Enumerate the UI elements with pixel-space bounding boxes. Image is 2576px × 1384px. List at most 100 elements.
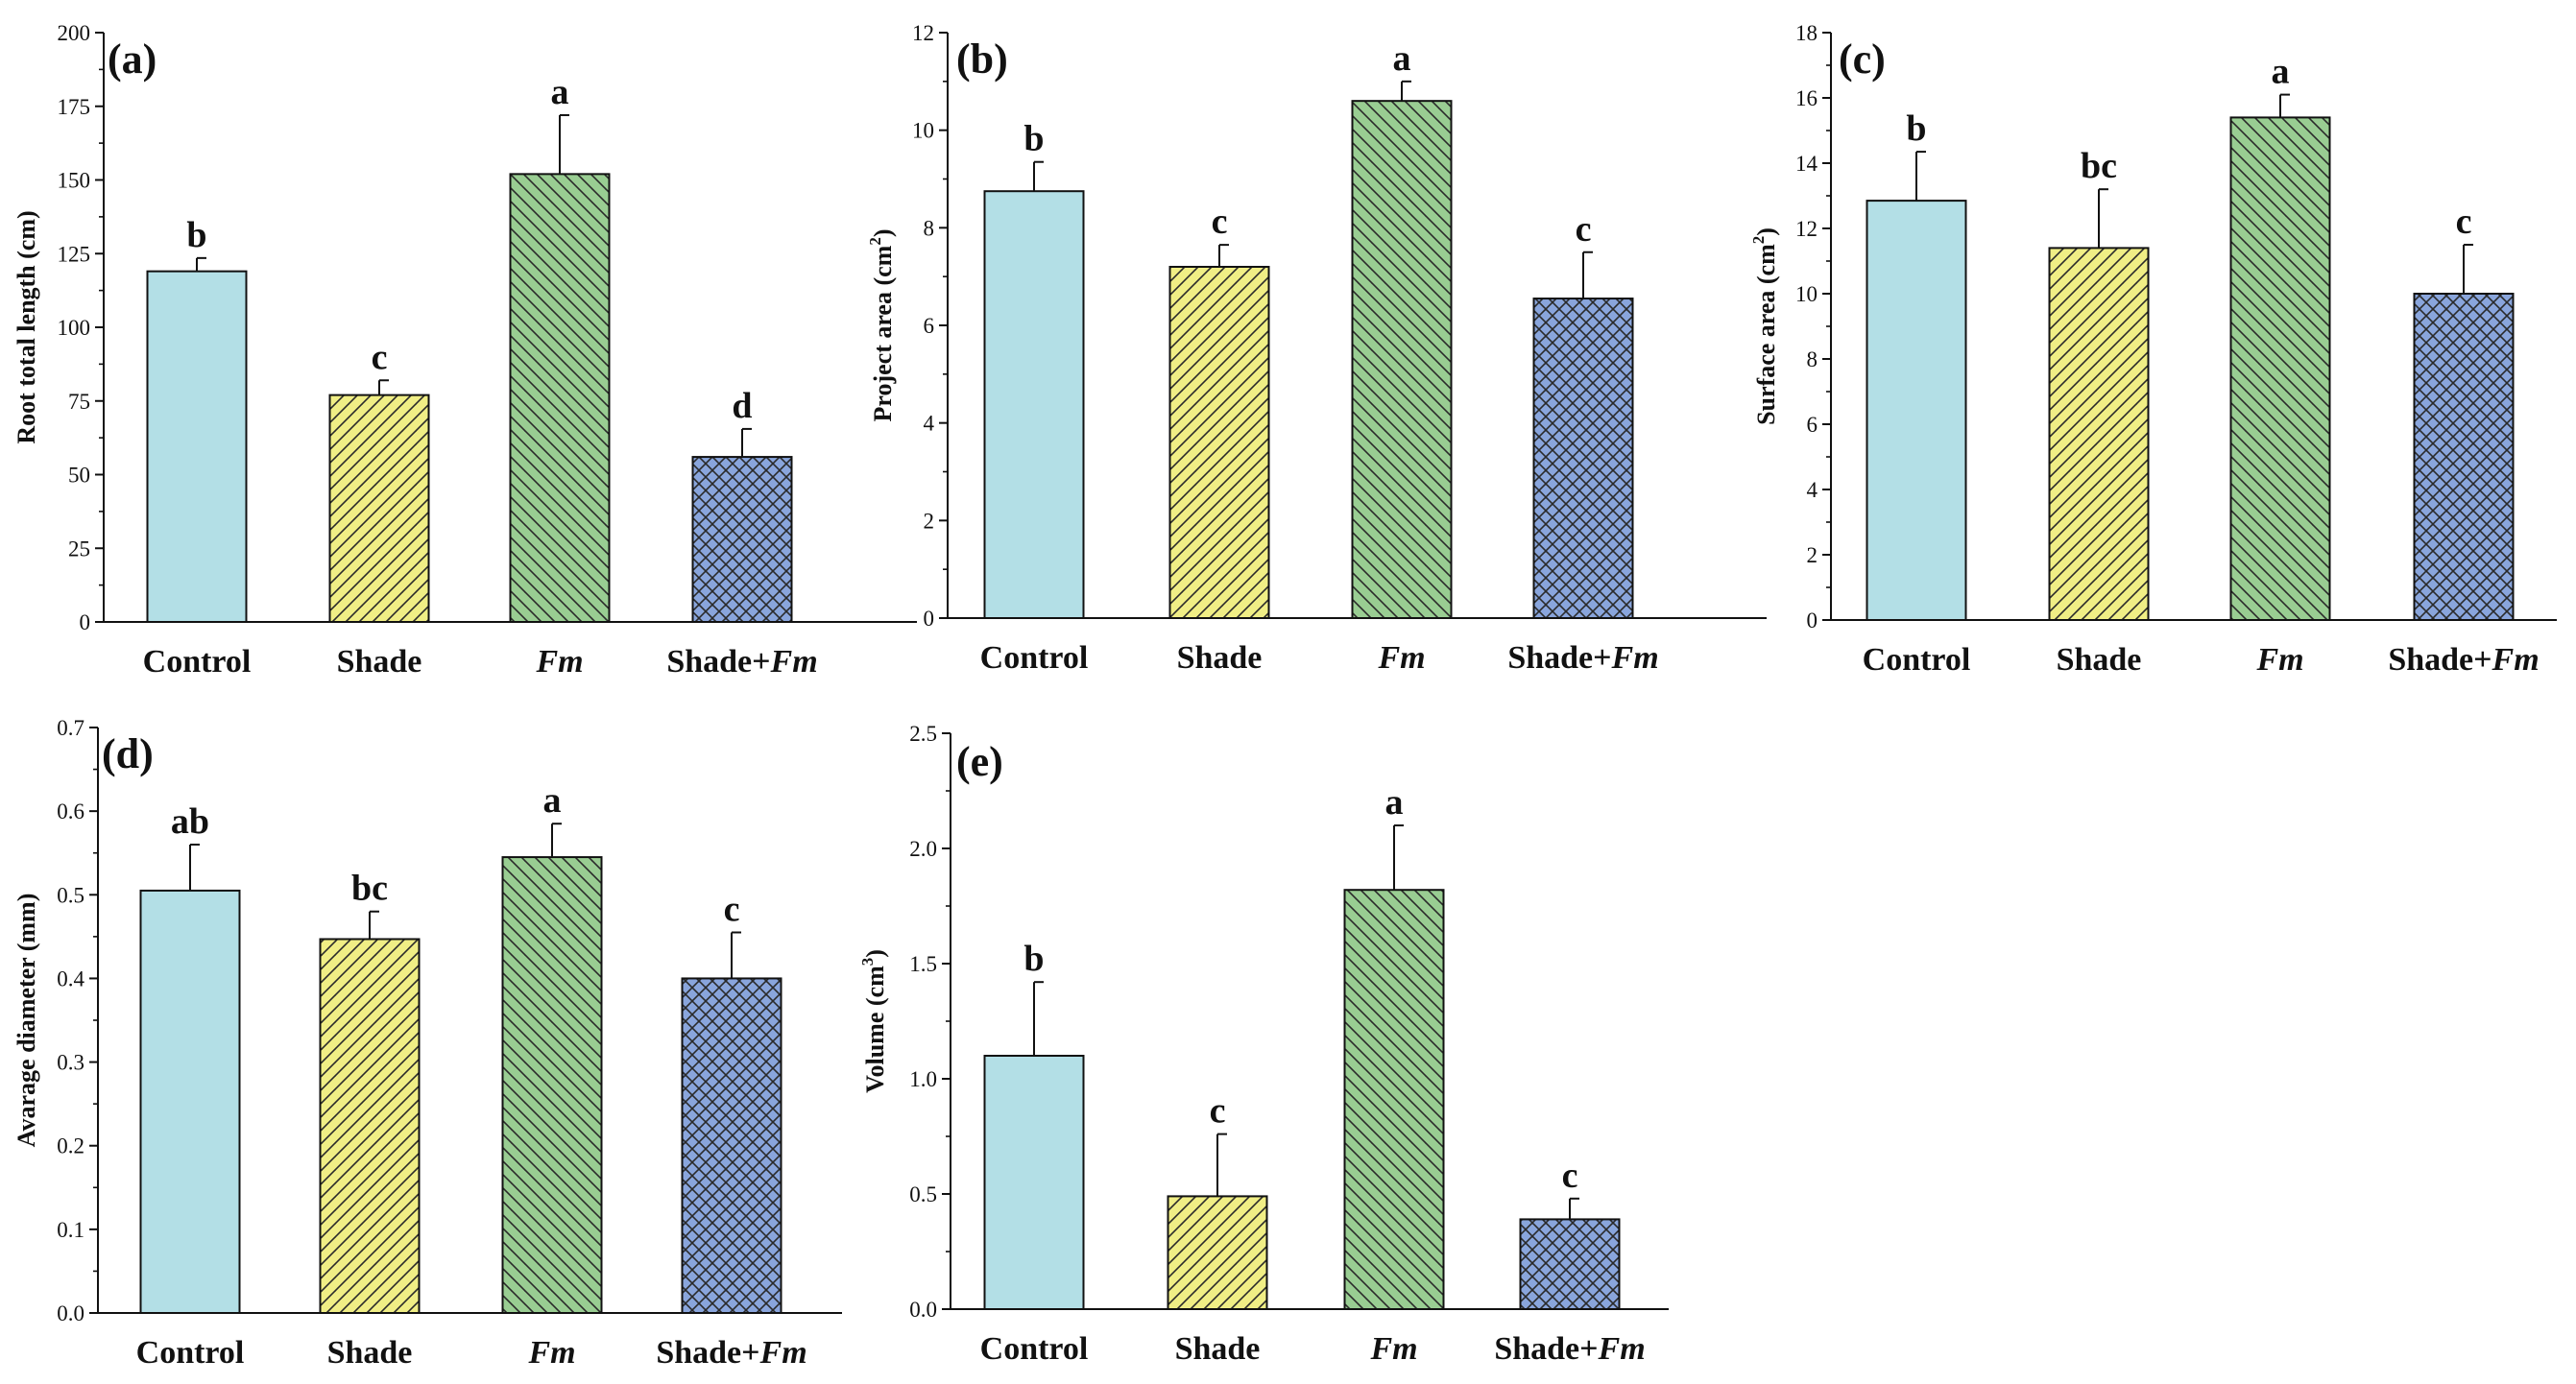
- significance-letter: a: [2272, 52, 2290, 92]
- y-tick-label: 0.7: [57, 716, 84, 740]
- x-tick-label-italic: Fm: [527, 1335, 575, 1371]
- y-tick-label: 1.0: [909, 1067, 937, 1091]
- x-tick-label-text: Shade+: [2388, 642, 2492, 678]
- x-tick-label: Fm: [527, 1335, 575, 1371]
- bar-shade-fm: [1519, 1218, 1621, 1311]
- y-tick-label: 6: [924, 314, 935, 338]
- significance-letter: b: [1023, 119, 1044, 159]
- y-tick-label: 18: [1795, 21, 1818, 45]
- y-axis-label-text: Project area (cm: [869, 245, 897, 421]
- significance-letter: a: [1385, 782, 1404, 823]
- y-tick-label: 0.5: [57, 883, 84, 907]
- y-tick-label: 0.4: [57, 966, 84, 990]
- y-axis-label-text: Volume (cm: [861, 966, 889, 1093]
- bar-shade: [2048, 247, 2150, 621]
- x-tick-label: Shade: [327, 1335, 413, 1371]
- x-tick-label: Control: [143, 644, 252, 680]
- x-tick-label: Control: [1863, 642, 1971, 678]
- x-tick-label-italic: Fm: [770, 644, 818, 680]
- significance-letter: b: [1906, 108, 1926, 149]
- significance-letter: bc: [351, 869, 388, 909]
- y-tick-label: 0: [1807, 608, 1818, 632]
- significance-letter: c: [1210, 1091, 1226, 1132]
- y-tick-label: 0.3: [57, 1051, 84, 1075]
- x-tick-label-italic: Fm: [535, 644, 583, 680]
- bar-fm: [501, 856, 603, 1314]
- bar-control: [983, 1055, 1085, 1310]
- y-tick-label: 8: [924, 216, 935, 240]
- panel-b: 024681012bControlcShadeaFmcShade+Fm(b)Pr…: [866, 21, 1767, 676]
- y-tick-label: 12: [912, 21, 934, 45]
- bar-control: [139, 889, 241, 1315]
- y-tick-label: 10: [1795, 282, 1818, 306]
- y-tick-label: 0.5: [909, 1182, 937, 1206]
- y-axis-label-superscript: 2: [866, 237, 884, 246]
- x-tick-label-italic: Fm: [2492, 642, 2540, 678]
- significance-letter: c: [1576, 209, 1592, 250]
- y-tick-label: 100: [58, 316, 91, 340]
- bar-shade-fm: [691, 456, 793, 623]
- y-axis-label-superscript: 2: [1749, 236, 1768, 245]
- bar-shade-fm: [1532, 298, 1634, 619]
- y-tick-label: 0.0: [909, 1298, 937, 1322]
- y-tick-label: 1.5: [909, 952, 937, 976]
- y-axis-label-text-end: ): [861, 949, 889, 958]
- y-tick-label: 8: [1807, 347, 1818, 371]
- y-tick-label: 2.0: [909, 837, 937, 861]
- x-tick-label: Control: [980, 640, 1089, 676]
- y-tick-label: 175: [58, 95, 91, 119]
- x-tick-label-italic: Fm: [1377, 640, 1425, 676]
- y-axis-label: Project area (cm2): [866, 229, 897, 422]
- x-tick-label: Fm: [535, 644, 583, 680]
- panel-a: 0 25 50 75 100 125 150 175 200 b Control c Shade a Fm d…: [12, 21, 917, 680]
- y-axis-label-text-end: ): [869, 229, 897, 238]
- significance-letter: c: [372, 337, 388, 377]
- bar-fm: [2229, 116, 2331, 621]
- x-tick-label-italic: Fm: [759, 1335, 807, 1371]
- y-tick-label: 0: [80, 610, 91, 634]
- significance-letter: d: [732, 386, 752, 426]
- significance-letter: a: [1393, 38, 1411, 79]
- bar-control: [1866, 200, 1967, 621]
- y-axis-label: Surface area (cm2): [1749, 227, 1780, 425]
- x-tick-label: Shade: [1177, 640, 1263, 676]
- y-tick-label: 0.1: [57, 1218, 84, 1242]
- bar-shade: [1167, 1195, 1268, 1311]
- panel-c: 0 2 4 6 8 10 12 14 16 18 b Control bc Shade a Fm c Shade+…: [1749, 21, 2557, 678]
- y-tick-label: 2: [924, 509, 935, 533]
- significance-letter: bc: [2081, 146, 2117, 186]
- x-tick-label: Shade: [1175, 1331, 1261, 1367]
- x-tick-label-italic: Fm: [1598, 1331, 1646, 1367]
- bar-shade: [319, 938, 421, 1314]
- bar-shade-fm: [2413, 293, 2515, 621]
- panel-label: (d): [102, 730, 154, 777]
- x-tick-label-text: Shade+: [666, 644, 770, 680]
- bar-fm: [1351, 100, 1453, 619]
- y-tick-label: 0.6: [57, 799, 84, 823]
- significance-letter: c: [1562, 1156, 1578, 1196]
- y-axis-label: Avarage diameter (mm): [12, 894, 40, 1148]
- x-tick-label: Control: [980, 1331, 1089, 1367]
- x-tick-label: Control: [136, 1335, 245, 1371]
- y-axis-label-text: Root total length (cm): [12, 210, 40, 443]
- y-tick-label: 2.5: [909, 722, 937, 746]
- x-tick-label-italic: Fm: [1369, 1331, 1417, 1367]
- x-tick-label-text: Control: [980, 1331, 1089, 1367]
- y-axis-label-text-end: ): [1752, 227, 1780, 236]
- x-tick-label: Shade+Fm: [1507, 640, 1658, 676]
- y-tick-label: 2: [1807, 543, 1818, 567]
- x-tick-label-text: Control: [143, 644, 252, 680]
- significance-letter: ab: [171, 801, 209, 842]
- x-tick-label: Shade+Fm: [1494, 1331, 1645, 1367]
- bar-shade-fm: [681, 977, 782, 1315]
- y-tick-label: 125: [58, 242, 91, 266]
- y-tick-label: 0: [924, 607, 935, 631]
- y-tick-label: 200: [58, 21, 91, 45]
- significance-letter: c: [1212, 202, 1228, 242]
- bar-control: [146, 270, 248, 623]
- panel-label: (b): [956, 36, 1008, 83]
- y-tick-label: 10: [912, 119, 934, 143]
- y-tick-label: 16: [1795, 86, 1818, 110]
- y-tick-label: 150: [58, 169, 91, 193]
- bar-fm: [1343, 889, 1445, 1310]
